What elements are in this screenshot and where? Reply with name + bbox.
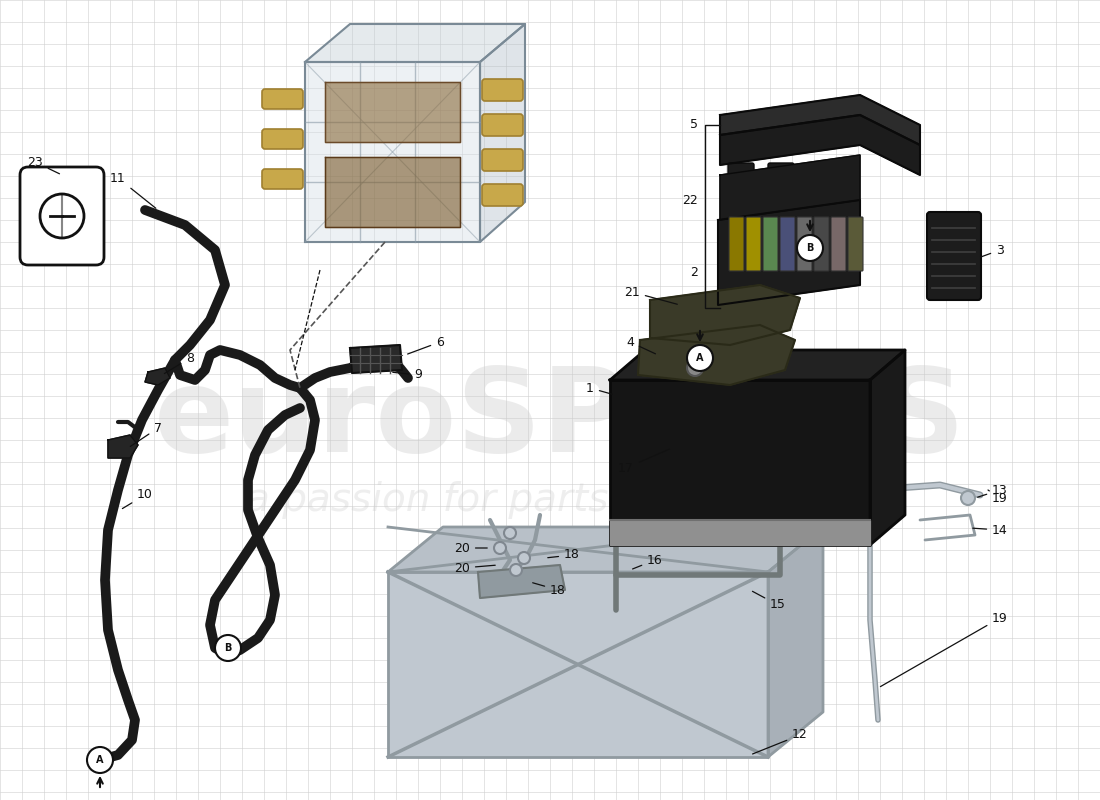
Text: 7: 7 [130,422,162,446]
FancyBboxPatch shape [728,163,754,185]
FancyBboxPatch shape [828,163,854,185]
FancyBboxPatch shape [814,217,829,271]
Polygon shape [305,24,525,62]
Polygon shape [305,62,480,242]
Text: 11: 11 [110,171,156,208]
FancyBboxPatch shape [20,167,104,265]
FancyBboxPatch shape [768,163,794,185]
Polygon shape [145,368,170,385]
Text: 4: 4 [626,335,656,354]
Text: 1: 1 [586,382,613,394]
Text: 17: 17 [618,449,670,474]
Text: 16: 16 [632,554,663,569]
Polygon shape [388,572,768,757]
Text: 3: 3 [980,243,1004,257]
FancyBboxPatch shape [262,169,303,189]
FancyBboxPatch shape [729,217,744,271]
Circle shape [688,360,703,376]
Polygon shape [650,285,800,345]
FancyBboxPatch shape [798,217,812,271]
Polygon shape [350,345,402,373]
Circle shape [688,345,713,371]
Circle shape [961,491,975,505]
Polygon shape [720,155,860,220]
Circle shape [798,235,823,261]
Text: a passion for parts since 1985: a passion for parts since 1985 [246,481,834,519]
Text: 13: 13 [978,483,1008,497]
Polygon shape [388,527,823,572]
Text: 23: 23 [28,155,59,174]
Polygon shape [324,157,460,227]
Text: 20: 20 [454,562,495,574]
Text: 19: 19 [880,611,1008,686]
FancyBboxPatch shape [746,217,761,271]
Text: 18: 18 [548,549,580,562]
Polygon shape [108,435,138,458]
Text: A: A [696,353,704,363]
FancyBboxPatch shape [482,114,522,136]
Circle shape [87,747,113,773]
Polygon shape [610,520,870,545]
Text: 5: 5 [690,118,698,131]
Polygon shape [610,380,870,545]
FancyBboxPatch shape [808,163,834,185]
Polygon shape [480,24,525,242]
Polygon shape [478,565,565,598]
Polygon shape [718,200,860,305]
FancyBboxPatch shape [262,89,303,109]
FancyBboxPatch shape [482,79,522,101]
Text: 18: 18 [532,582,565,597]
FancyBboxPatch shape [848,217,864,271]
Polygon shape [720,95,920,145]
Text: B: B [806,243,814,253]
Text: 8: 8 [164,351,194,374]
Polygon shape [324,82,460,142]
Text: 6: 6 [408,335,444,354]
FancyBboxPatch shape [763,217,778,271]
Text: 14: 14 [972,523,1008,537]
Circle shape [214,635,241,661]
Text: 9: 9 [393,369,422,382]
Text: 2: 2 [690,266,698,278]
Text: 10: 10 [122,489,153,509]
Text: 15: 15 [752,591,785,611]
Circle shape [494,542,506,554]
Text: 21: 21 [624,286,678,304]
Text: B: B [224,643,232,653]
FancyBboxPatch shape [482,149,522,171]
Polygon shape [638,325,795,385]
FancyBboxPatch shape [830,217,846,271]
Text: 12: 12 [752,729,807,754]
FancyBboxPatch shape [262,129,303,149]
FancyBboxPatch shape [927,212,981,300]
Circle shape [510,564,522,576]
Text: euroSPARES: euroSPARES [154,362,966,478]
Text: A: A [97,755,103,765]
Polygon shape [768,527,823,757]
FancyBboxPatch shape [780,217,795,271]
Circle shape [518,552,530,564]
Circle shape [40,194,84,238]
Text: 22: 22 [682,194,698,206]
Polygon shape [610,350,905,380]
Polygon shape [720,115,920,175]
Text: 20: 20 [454,542,487,554]
Circle shape [504,527,516,539]
FancyBboxPatch shape [482,184,522,206]
Text: 19: 19 [988,490,1008,505]
Polygon shape [870,350,905,545]
